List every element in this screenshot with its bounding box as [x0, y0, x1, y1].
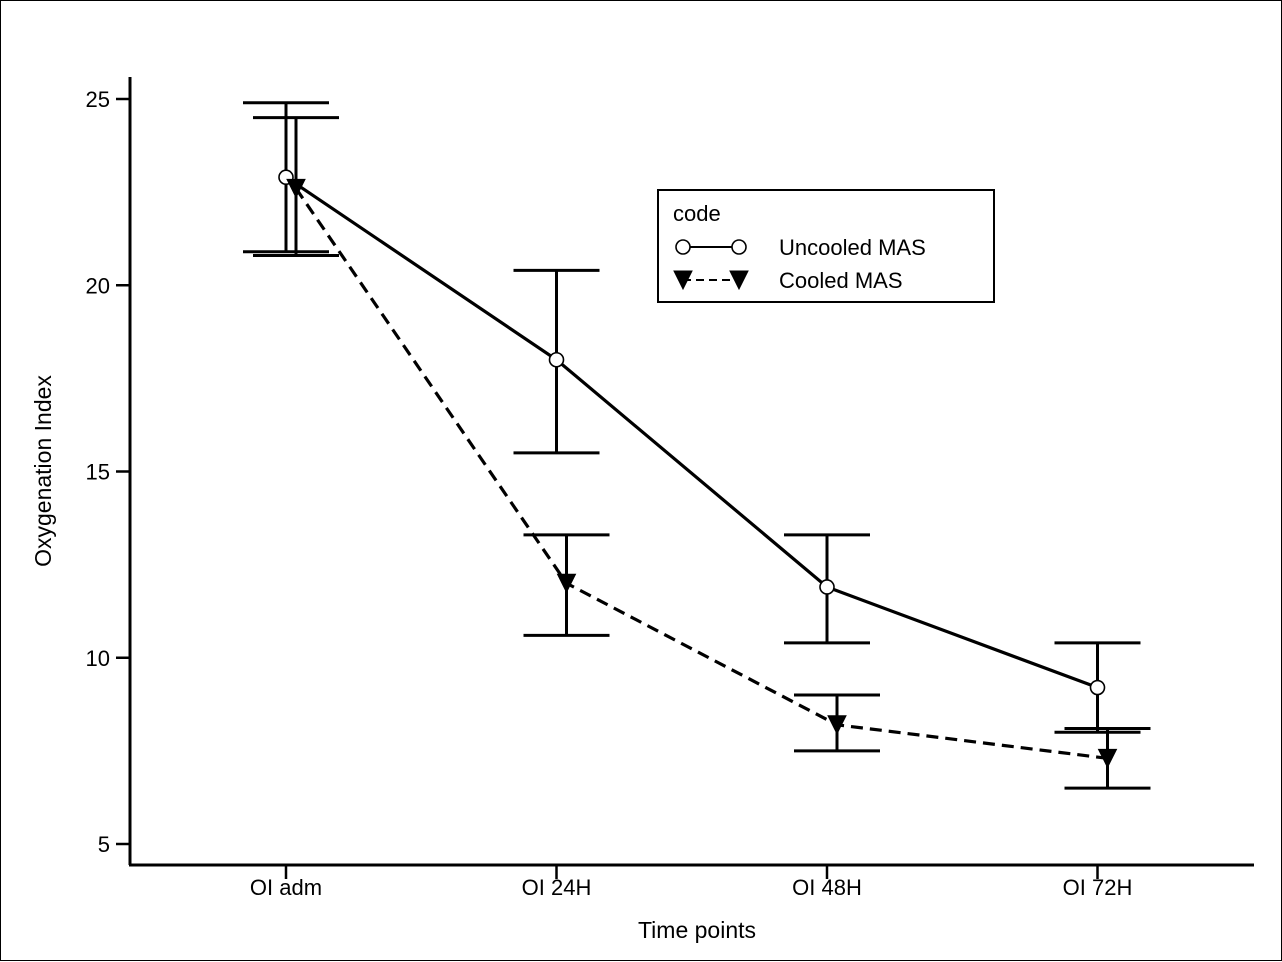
y-tick-label: 10	[86, 646, 110, 671]
x-tick-label: OI 72H	[1063, 875, 1133, 900]
y-axis-title: Oxygenation Index	[30, 375, 56, 567]
x-axis-title: Time points	[638, 917, 756, 943]
legend-title: code	[673, 201, 721, 226]
legend-item-1: Cooled MAS	[673, 268, 903, 293]
legend-items: Uncooled MAS Cooled MAS	[673, 235, 926, 293]
y-tick-label: 15	[86, 460, 110, 485]
data-point	[819, 579, 835, 595]
data-point	[1097, 748, 1118, 769]
legend: code Uncooled MAS Cooled MAS	[657, 189, 995, 303]
series-0	[243, 101, 1141, 734]
data-point	[827, 715, 847, 735]
x-tick-label: OI 48H	[792, 875, 862, 900]
y-tick-label: 25	[86, 87, 110, 112]
y-tick-label: 5	[98, 832, 110, 857]
data-point	[1089, 679, 1106, 696]
y-axis-ticks: 5 10 15 20 25	[86, 87, 130, 857]
data-point	[556, 573, 577, 594]
series-line	[285, 175, 1099, 690]
y-tick-label: 20	[86, 273, 110, 298]
legend-marker	[731, 239, 747, 255]
legend-item-0: Uncooled MAS	[675, 235, 926, 260]
legend-marker	[729, 270, 749, 291]
series-1	[253, 116, 1151, 790]
legend-marker	[673, 270, 693, 291]
legend-label: Cooled MAS	[779, 268, 903, 293]
series-layer	[243, 101, 1151, 790]
legend-marker	[675, 239, 691, 255]
data-point	[548, 351, 565, 368]
x-axis-ticks: OI adm OI 24H OI 48H OI 72H	[250, 865, 1132, 900]
data-point	[286, 178, 306, 199]
x-tick-label: OI adm	[250, 875, 322, 900]
legend-label: Uncooled MAS	[779, 235, 926, 260]
series-line	[294, 187, 1108, 760]
x-tick-label: OI 24H	[522, 875, 592, 900]
